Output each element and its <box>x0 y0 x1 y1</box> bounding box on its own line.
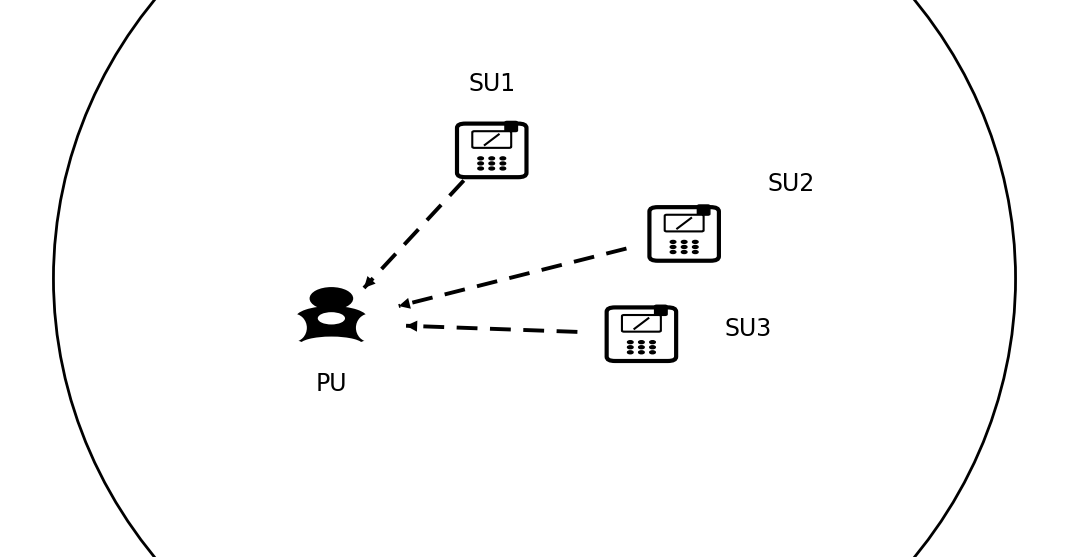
Ellipse shape <box>299 336 363 353</box>
Circle shape <box>681 251 687 253</box>
Circle shape <box>489 162 495 165</box>
Text: SU3: SU3 <box>725 316 772 341</box>
Circle shape <box>693 251 698 253</box>
Circle shape <box>650 346 655 349</box>
FancyBboxPatch shape <box>654 305 667 315</box>
Circle shape <box>500 167 506 170</box>
Circle shape <box>489 157 495 160</box>
FancyBboxPatch shape <box>697 205 710 215</box>
Text: SU1: SU1 <box>468 71 515 96</box>
Circle shape <box>693 241 698 243</box>
Circle shape <box>638 351 645 354</box>
Circle shape <box>628 346 633 349</box>
Circle shape <box>628 341 633 344</box>
FancyBboxPatch shape <box>458 124 527 177</box>
Circle shape <box>478 157 483 160</box>
FancyBboxPatch shape <box>505 121 517 131</box>
Circle shape <box>478 162 483 165</box>
FancyBboxPatch shape <box>665 215 703 231</box>
FancyBboxPatch shape <box>472 131 511 148</box>
Circle shape <box>681 246 687 248</box>
FancyBboxPatch shape <box>606 307 676 361</box>
Ellipse shape <box>356 314 383 342</box>
Circle shape <box>650 351 655 354</box>
Text: SU2: SU2 <box>768 172 815 196</box>
Circle shape <box>650 341 655 344</box>
Ellipse shape <box>280 314 307 342</box>
Circle shape <box>638 341 645 344</box>
Ellipse shape <box>317 312 345 325</box>
Circle shape <box>670 246 676 248</box>
Ellipse shape <box>291 319 372 346</box>
Circle shape <box>681 241 687 243</box>
Circle shape <box>478 167 483 170</box>
Circle shape <box>670 241 676 243</box>
Circle shape <box>628 351 633 354</box>
Circle shape <box>310 287 353 310</box>
Circle shape <box>489 167 495 170</box>
Text: PU: PU <box>315 372 347 397</box>
Circle shape <box>500 162 506 165</box>
Circle shape <box>693 246 698 248</box>
Ellipse shape <box>295 306 368 331</box>
Circle shape <box>670 251 676 253</box>
FancyBboxPatch shape <box>622 315 661 331</box>
Circle shape <box>500 157 506 160</box>
Ellipse shape <box>53 0 1016 557</box>
FancyBboxPatch shape <box>649 207 718 261</box>
Circle shape <box>638 346 645 349</box>
